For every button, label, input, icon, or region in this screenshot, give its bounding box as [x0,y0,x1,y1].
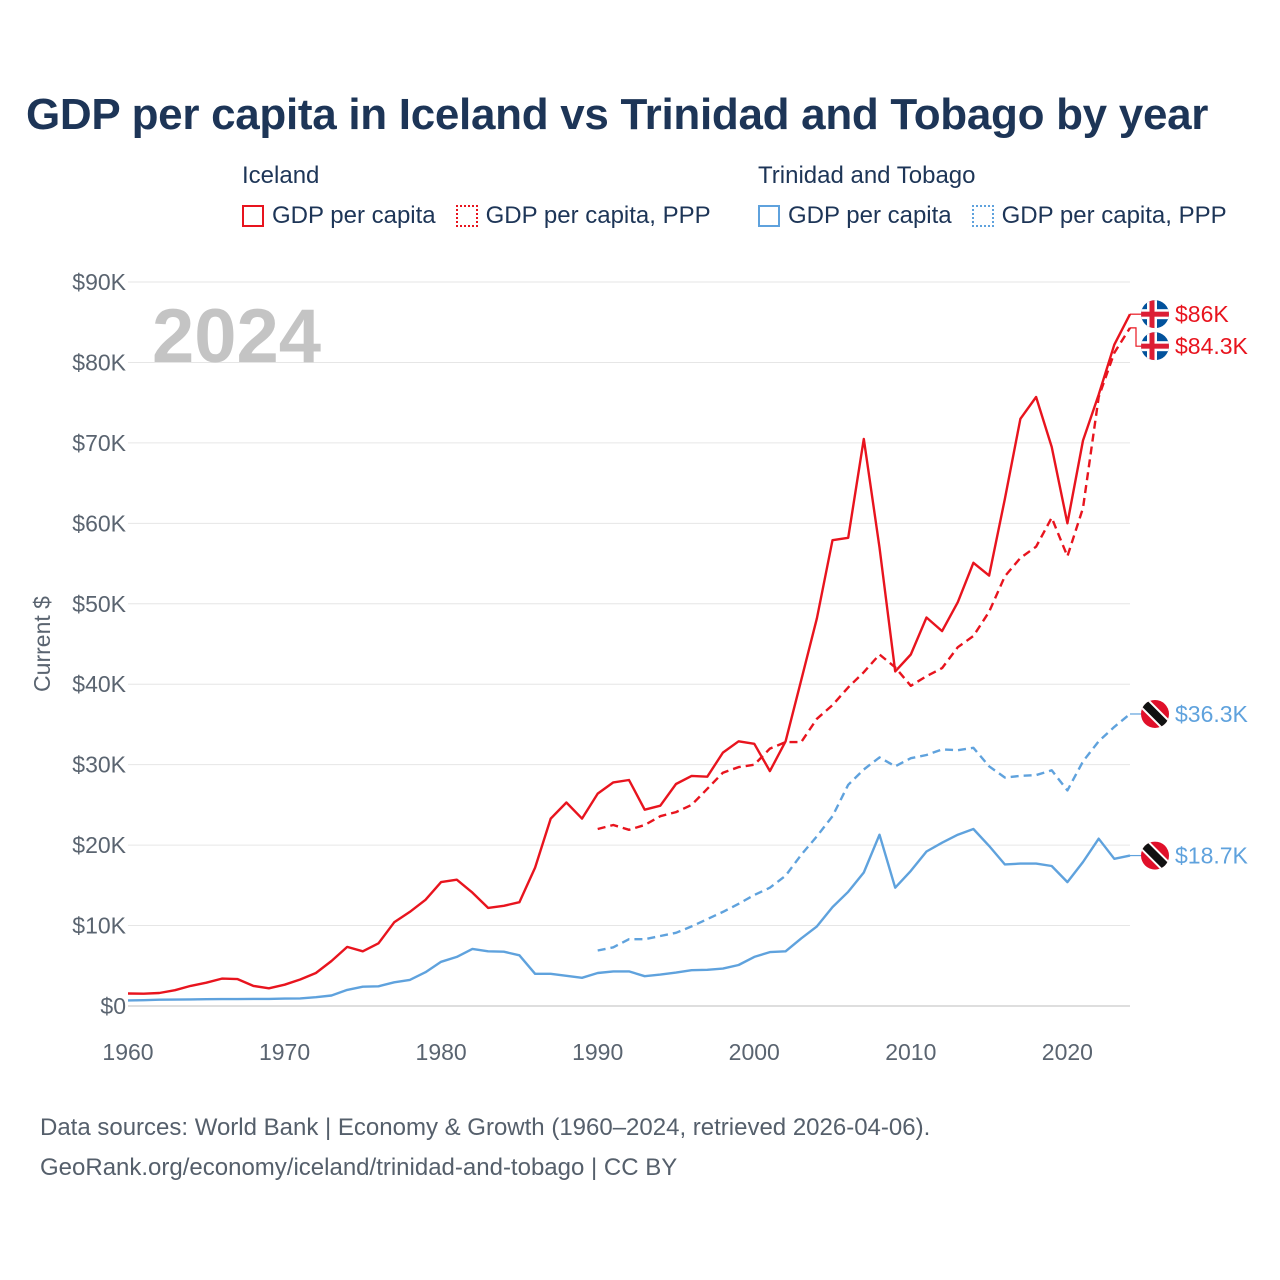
line-chart: $0 $10K $20K $30K $40K $50K $60K $70K $80K $90K 19… [29,269,1249,1065]
x-tick-label: 1990 [572,1039,623,1065]
series-line-3 [597,713,1131,952]
y-tick-label: $60K [72,510,126,536]
y-axis-label: Current $ [29,596,55,692]
y-tick-label: $40K [72,671,126,697]
y-tick-label: $10K [72,913,126,939]
legend-swatch-tt-gdp-ppp [971,205,994,227]
legend-group-title-tt: Trinidad and Tobago [758,162,976,189]
end-value-label: $84.3K [1175,333,1249,359]
legend-item-tt-gdp-ppp[interactable]: GDP per capita, PPP [971,202,1227,230]
legend-swatch-iceland-gdp [242,205,264,227]
trinidad-flag-icon [1141,699,1169,728]
y-tick-label: $90K [72,269,126,295]
end-value-label: $36.3K [1175,701,1249,727]
footer-link[interactable]: GeoRank.org/economy/iceland/trinidad-and… [40,1154,678,1181]
legend-label-iceland-gdp: GDP per capita [272,202,436,229]
flag-cross-h-red [1141,343,1169,349]
footer-sources: Data sources: World Bank | Economy & Gro… [40,1114,931,1141]
footer: Data sources: World Bank | Economy & Gro… [40,1108,930,1188]
x-tick-label: 2020 [1042,1039,1093,1065]
flag-cross-h-red [1141,311,1169,317]
x-tick-label: 2010 [885,1039,936,1065]
chart-title: GDP per capita in Iceland vs Trinidad an… [26,90,1209,139]
end-marker-3: $36.3K [1130,699,1249,728]
y-tick-label: $20K [72,832,126,858]
end-connector [1130,327,1141,347]
iceland-flag-icon [1141,332,1169,361]
end-marker-1: $84.3K [1130,327,1249,361]
legend-swatch-iceland-gdp-ppp [455,205,478,227]
y-tick-label: $50K [72,591,126,617]
legend-label-iceland-gdp-ppp: GDP per capita, PPP [485,202,711,229]
trinidad-flag-icon [1141,841,1169,870]
y-tick-label: $70K [72,430,126,456]
legend-item-iceland-gdp[interactable]: GDP per capita [242,202,436,230]
flag-cross-v-red [1149,300,1155,329]
legend-group-tt: Trinidad and Tobago GDP per capita GDP p… [758,162,1247,230]
legend-label-tt-gdp-ppp: GDP per capita, PPP [1001,202,1227,229]
y-tick-label: $80K [72,349,126,375]
flag-band-black [1141,841,1169,870]
y-tick-label: $0 [100,993,126,1019]
y-tick-label: $30K [72,752,126,778]
end-value-label: $86K [1175,301,1229,327]
iceland-flag-icon [1141,300,1169,329]
legend-item-tt-gdp[interactable]: GDP per capita [758,202,952,230]
flag-cross-v-red [1149,332,1155,361]
x-tick-label: 1960 [102,1039,153,1065]
legend-group-title-iceland: Iceland [242,162,320,189]
legend-item-iceland-gdp-ppp[interactable]: GDP per capita, PPP [455,202,711,230]
end-marker-2: $18.7K [1130,841,1249,870]
flag-band-black [1141,699,1169,728]
x-tick-label: 1970 [259,1039,310,1065]
end-value-label: $18.7K [1175,843,1249,869]
legend-label-tt-gdp: GDP per capita [788,202,952,229]
series-line-0 [127,313,1132,995]
x-tick-label: 1980 [416,1039,467,1065]
x-tick-label: 2000 [729,1039,780,1065]
year-watermark: 2024 [152,294,321,379]
series-line-2 [127,827,1131,1002]
series-line-1 [597,327,1132,831]
end-marker-0: $86K [1130,300,1229,329]
legend-group-iceland: Iceland GDP per capita GDP per capita, P… [242,162,731,230]
legend-swatch-tt-gdp [758,205,780,227]
